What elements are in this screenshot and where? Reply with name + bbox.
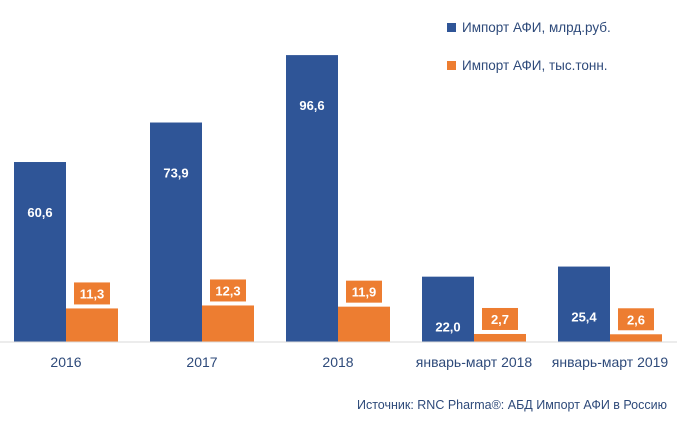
bar-rub-2: [286, 55, 338, 343]
bar-tonnes-2: [338, 306, 390, 342]
category-label-3: январь-март 2018: [416, 354, 533, 370]
data-label-box-tonnes-2: [346, 280, 382, 303]
data-label-tonnes-1: 12,3: [215, 283, 240, 298]
data-label-rub-0: 60,6: [27, 205, 52, 220]
data-label-rub-2: 96,6: [299, 98, 324, 113]
category-label-1: 2017: [186, 354, 217, 370]
source-note: Источник: RNC Pharma®: АБД Импорт АФИ в …: [356, 398, 667, 412]
bar-tonnes-4: [610, 334, 662, 342]
category-label-4: январь-март 2019: [552, 354, 669, 370]
legend: Импорт АФИ, млрд.руб. Импорт АФИ, тыс.то…: [447, 16, 611, 92]
bar-tonnes-0: [66, 308, 118, 342]
bar-tonnes-1: [202, 305, 254, 342]
legend-item-rub: Импорт АФИ, млрд.руб.: [447, 16, 611, 38]
legend-label-rub: Импорт АФИ, млрд.руб.: [462, 19, 611, 35]
data-label-box-tonnes-0: [74, 282, 110, 305]
data-label-box-tonnes-4: [618, 308, 654, 331]
legend-swatch-blue-icon: [447, 22, 456, 32]
data-label-rub-3: 22,0: [435, 320, 460, 335]
bar-rub-3: [422, 276, 474, 342]
category-labels-layer: 2016 2017 2018 январь-март 2018 январь-март …: [50, 354, 668, 370]
data-label-box-tonnes-3: [482, 307, 518, 330]
data-label-tonnes-3: 2,7: [491, 312, 509, 327]
bar-rub-4: [558, 266, 610, 342]
legend-swatch-orange-icon: [447, 60, 456, 70]
data-label-box-tonnes-1: [210, 279, 246, 302]
data-label-tonnes-2: 11,9: [352, 285, 377, 300]
category-label-2: 2018: [322, 354, 353, 370]
bar-tonnes-3: [474, 333, 526, 342]
data-label-rub-4: 25,4: [571, 310, 597, 325]
bars-layer: [14, 55, 662, 343]
legend-label-tonnes: Импорт АФИ, тыс.тонн.: [462, 57, 608, 73]
data-label-tonnes-0: 11,3: [80, 286, 105, 301]
data-label-tonnes-4: 2,6: [627, 312, 645, 327]
data-label-rub-1: 73,9: [163, 166, 188, 181]
category-label-0: 2016: [50, 354, 81, 370]
legend-item-tonnes: Импорт АФИ, тыс.тонн.: [447, 54, 611, 76]
bar-rub-1: [150, 122, 202, 342]
value-labels-layer: 60,6 11,3 73,9 12,3 96,6 11,9 22,0 2,7 25,4 2,6: [27, 98, 654, 335]
bar-rub-0: [14, 162, 66, 342]
